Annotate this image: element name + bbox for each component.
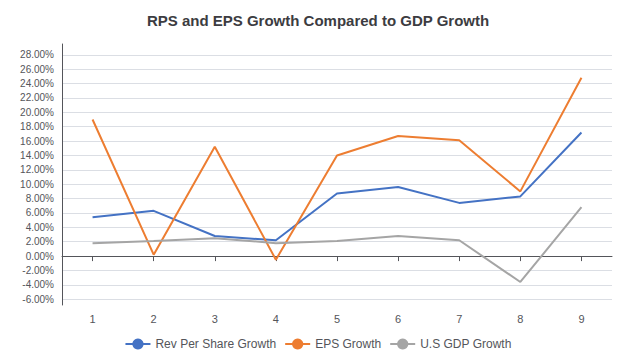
svg-text:Rev Per Share Growth: Rev Per Share Growth xyxy=(155,337,276,351)
svg-text:-4.00%: -4.00% xyxy=(22,279,54,290)
svg-text:9: 9 xyxy=(578,313,584,325)
svg-text:14.00%: 14.00% xyxy=(20,150,54,161)
svg-text:10.00%: 10.00% xyxy=(20,179,54,190)
svg-text:2.00%: 2.00% xyxy=(26,236,54,247)
svg-text:4.00%: 4.00% xyxy=(26,222,54,233)
svg-text:26.00%: 26.00% xyxy=(20,64,54,75)
svg-text:EPS Growth: EPS Growth xyxy=(315,337,381,351)
svg-text:8.00%: 8.00% xyxy=(26,193,54,204)
svg-text:22.00%: 22.00% xyxy=(20,92,54,103)
svg-text:24.00%: 24.00% xyxy=(20,78,54,89)
svg-text:6.00%: 6.00% xyxy=(26,207,54,218)
svg-text:7: 7 xyxy=(456,313,462,325)
svg-text:5: 5 xyxy=(334,313,340,325)
svg-text:12.00%: 12.00% xyxy=(20,164,54,175)
svg-text:6: 6 xyxy=(395,313,401,325)
svg-text:20.00%: 20.00% xyxy=(20,107,54,118)
svg-text:-6.00%: -6.00% xyxy=(22,294,54,305)
svg-text:0.00%: 0.00% xyxy=(26,251,54,262)
svg-text:U.S GDP Growth: U.S GDP Growth xyxy=(420,337,511,351)
svg-text:18.00%: 18.00% xyxy=(20,121,54,132)
svg-text:3: 3 xyxy=(212,313,218,325)
svg-text:-2.00%: -2.00% xyxy=(22,265,54,276)
svg-text:2: 2 xyxy=(151,313,157,325)
svg-text:RPS and EPS Growth Compared to: RPS and EPS Growth Compared to GDP Growt… xyxy=(147,12,489,29)
svg-text:28.00%: 28.00% xyxy=(20,49,54,60)
svg-text:16.00%: 16.00% xyxy=(20,136,54,147)
svg-text:8: 8 xyxy=(517,313,523,325)
svg-text:1: 1 xyxy=(89,313,95,325)
svg-text:4: 4 xyxy=(273,313,279,325)
